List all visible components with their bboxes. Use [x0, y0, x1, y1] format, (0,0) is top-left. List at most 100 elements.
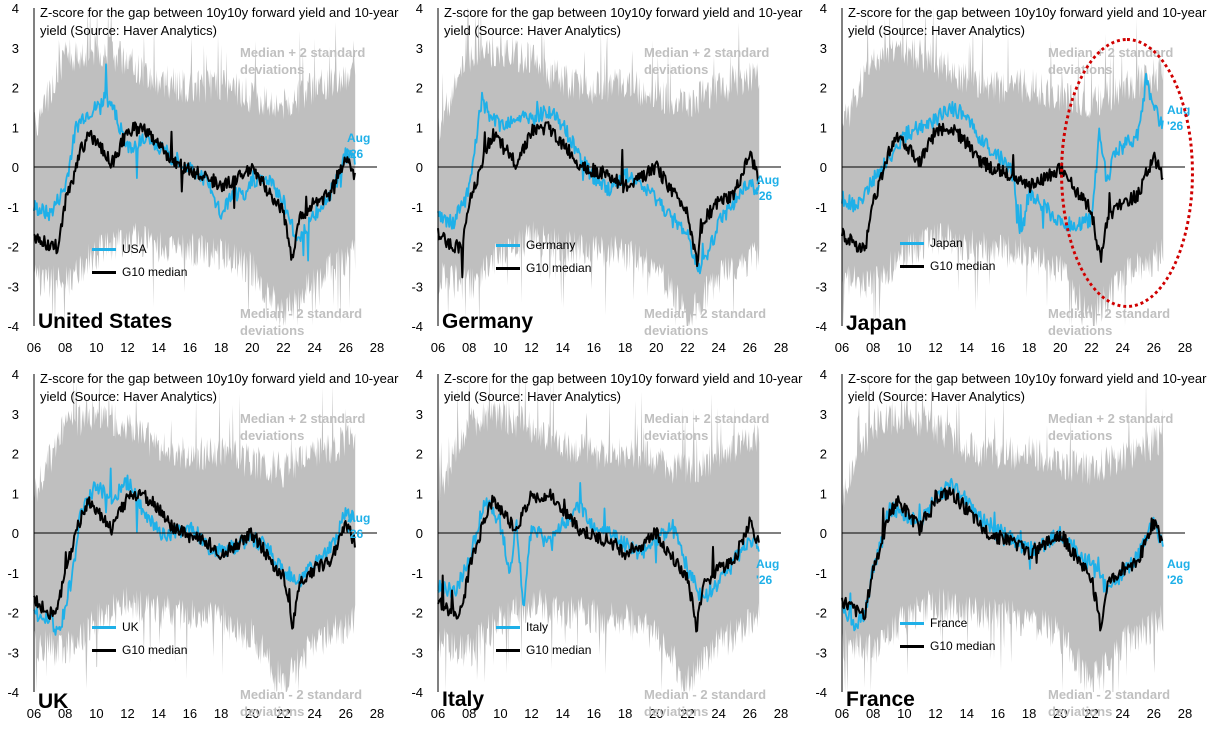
- legend-item-g10-median: G10 median: [496, 643, 591, 657]
- x-tick-label: 12: [928, 340, 942, 355]
- y-tick-label: 3: [416, 41, 423, 56]
- x-tick-label: 10: [897, 340, 911, 355]
- x-tick-label: 20: [649, 706, 663, 721]
- legend-item-country: Germany: [496, 238, 575, 252]
- x-tick-label: 24: [1115, 706, 1129, 721]
- y-tick-label: 4: [820, 367, 827, 382]
- chart-panel-uk: 4 3 2 1 0 -1 -2 -3 -4 06 08 10 12 14 16 18 20 22 24 26 28 Z-s…: [0, 366, 404, 732]
- x-tick-label: 20: [1053, 706, 1067, 721]
- x-tick-label: 24: [307, 706, 321, 721]
- chart-title: Z-score for the gap between 10y10y forwa…: [444, 5, 803, 38]
- country-label: United States: [38, 310, 173, 333]
- x-tick-label: 08: [866, 340, 880, 355]
- y-tick-label: 2: [820, 447, 827, 462]
- legend-label: G10 median: [122, 643, 188, 657]
- y-tick-label: 1: [416, 120, 423, 135]
- legend-item-g10-median: G10 median: [900, 639, 995, 653]
- y-tick-label: 1: [820, 486, 827, 501]
- y-tick-label: -4: [7, 319, 19, 334]
- legend-swatch: [900, 264, 924, 268]
- y-tick-label: 4: [416, 367, 423, 382]
- y-tick-label: -2: [815, 606, 827, 621]
- series-line-g10-median: [437, 488, 760, 633]
- x-tick-label: 22: [1084, 706, 1098, 721]
- legend-label: G10 median: [930, 259, 996, 273]
- legend-swatch: [496, 625, 520, 629]
- y-tick-label: 2: [820, 81, 827, 96]
- x-tick-label: 06: [835, 706, 849, 721]
- y-tick-label: -2: [411, 240, 423, 255]
- x-tick-label: 16: [183, 340, 197, 355]
- y-tick-label: 2: [12, 81, 19, 96]
- legend-item-g10-median: G10 median: [92, 265, 187, 279]
- band-lower-label: Median - 2 standard deviations: [240, 687, 363, 719]
- y-tick-label: -3: [815, 279, 827, 294]
- series-line-g10-median: [33, 121, 356, 261]
- x-tick-label: 24: [711, 706, 725, 721]
- legend-swatch: [92, 648, 116, 652]
- y-tick-label: 1: [12, 120, 19, 135]
- chart-title: Z-score for the gap between 10y10y forwa…: [848, 371, 1207, 404]
- latest-date-month: Aug: [347, 511, 371, 525]
- legend-swatch: [900, 241, 924, 245]
- series-line-france: [841, 477, 1164, 632]
- y-tick-label: -4: [411, 685, 423, 700]
- legend-swatch: [92, 270, 116, 274]
- x-tick-label: 24: [1115, 340, 1129, 355]
- x-tick-label: 12: [928, 706, 942, 721]
- chart-panel-italy: 4 3 2 1 0 -1 -2 -3 -4 06 08 10 12 14 16 18 20 22 24 26 28 Z-s…: [404, 366, 808, 732]
- y-tick-label: -1: [7, 566, 19, 581]
- band-lower-label: Median - 2 standard deviations: [1048, 306, 1171, 338]
- y-tick-label: 3: [12, 407, 19, 422]
- legend-label: UK: [122, 620, 139, 634]
- x-tick-label: 12: [120, 706, 134, 721]
- x-tick-label: 26: [339, 340, 353, 355]
- x-tick-label: 06: [835, 340, 849, 355]
- x-tick-label: 08: [462, 340, 476, 355]
- x-tick-label: 20: [649, 340, 663, 355]
- x-tick-label: 14: [555, 706, 569, 721]
- y-tick-label: -4: [815, 319, 827, 334]
- country-label: Italy: [442, 688, 485, 711]
- latest-date-month: Aug: [756, 173, 780, 187]
- x-tick-label: 08: [58, 706, 72, 721]
- x-tick-label: 24: [307, 340, 321, 355]
- chart-title: Z-score for the gap between 10y10y forwa…: [444, 371, 803, 404]
- y-tick-label: -1: [411, 200, 423, 215]
- y-tick-label: 4: [820, 1, 827, 16]
- legend-label: France: [930, 616, 968, 630]
- chart-panel-germany: 4 3 2 1 0 -1 -2 -3 -4 06 08 10 12 14 16 18 20 22 24 26 28 Z-s…: [404, 0, 808, 366]
- x-tick-label: 20: [245, 340, 259, 355]
- x-tick-label: 14: [151, 706, 165, 721]
- x-tick-label: 12: [120, 340, 134, 355]
- y-tick-label: 2: [416, 447, 423, 462]
- x-tick-label: 06: [27, 340, 41, 355]
- y-tick-label: 4: [416, 1, 423, 16]
- latest-date-year: '26: [347, 527, 364, 541]
- x-tick-label: 22: [680, 706, 694, 721]
- latest-date-year: '26: [756, 573, 773, 587]
- country-label: Germany: [442, 310, 534, 333]
- x-tick-label: 16: [991, 706, 1005, 721]
- x-tick-label: 26: [743, 706, 757, 721]
- legend-swatch: [92, 247, 116, 251]
- y-tick-label: 0: [416, 160, 423, 175]
- y-tick-label: -2: [7, 606, 19, 621]
- x-tick-label: 24: [711, 340, 725, 355]
- latest-date-year: '26: [347, 147, 364, 161]
- x-tick-label: 16: [991, 340, 1005, 355]
- x-tick-label: 16: [587, 340, 601, 355]
- x-tick-label: 22: [1084, 340, 1098, 355]
- legend-label: G10 median: [930, 639, 996, 653]
- y-tick-label: 0: [12, 526, 19, 541]
- legend-item-g10-median: G10 median: [900, 259, 995, 273]
- x-tick-label: 10: [897, 706, 911, 721]
- legend-swatch: [92, 625, 116, 629]
- x-tick-label: 06: [27, 706, 41, 721]
- chart-panel-japan: 4 3 2 1 0 -1 -2 -3 -4 06 08 10 12 14 16 18 20 22 24 26 28 Z-s…: [808, 0, 1212, 366]
- x-tick-label: 08: [462, 706, 476, 721]
- y-tick-label: 3: [820, 407, 827, 422]
